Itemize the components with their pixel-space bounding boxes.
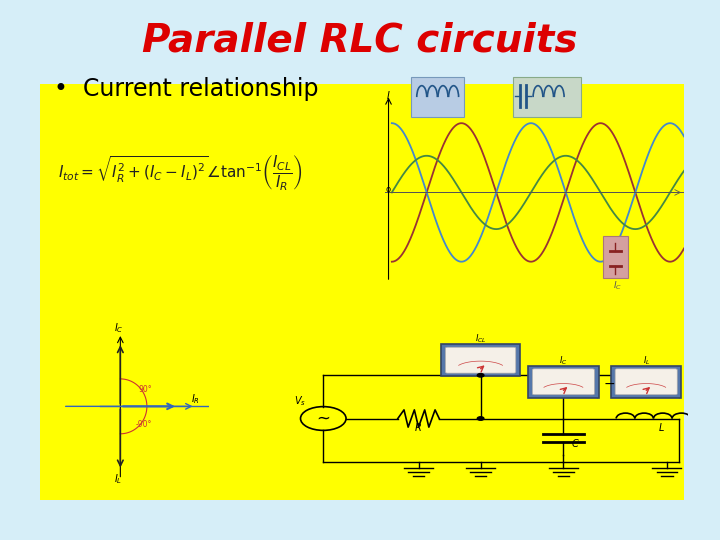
Text: ~: ~ bbox=[316, 409, 330, 428]
Text: •  Current relationship: • Current relationship bbox=[54, 77, 318, 101]
Text: $I_{tot} = \sqrt{I_R^2 + (I_C - I_L)^2}\angle\tan^{-1}\!\left(\dfrac{I_{CL}}{I_R: $I_{tot} = \sqrt{I_R^2 + (I_C - I_L)^2}\… bbox=[58, 153, 302, 192]
Text: o: o bbox=[386, 185, 391, 194]
FancyBboxPatch shape bbox=[611, 366, 681, 398]
Text: $I_{CL}$: $I_{CL}$ bbox=[475, 333, 486, 345]
Text: $I_L$: $I_L$ bbox=[114, 472, 122, 485]
Text: C: C bbox=[572, 438, 578, 449]
Circle shape bbox=[477, 374, 484, 377]
FancyBboxPatch shape bbox=[532, 369, 595, 395]
Text: -90°: -90° bbox=[136, 420, 152, 429]
Text: $I_R$: $I_R$ bbox=[191, 393, 200, 407]
Text: $I_C$: $I_C$ bbox=[114, 321, 123, 335]
Text: $I_C$: $I_C$ bbox=[613, 280, 622, 292]
Text: $I$: $I$ bbox=[387, 89, 391, 101]
Text: $-$: $-$ bbox=[603, 376, 615, 390]
FancyBboxPatch shape bbox=[410, 77, 464, 118]
FancyBboxPatch shape bbox=[441, 344, 520, 376]
Text: R: R bbox=[415, 423, 422, 434]
Text: Parallel RLC circuits: Parallel RLC circuits bbox=[143, 22, 577, 59]
Text: $I_C$: $I_C$ bbox=[559, 354, 567, 367]
FancyBboxPatch shape bbox=[615, 369, 678, 395]
Text: L: L bbox=[659, 423, 664, 434]
Text: 90°: 90° bbox=[139, 384, 153, 394]
FancyBboxPatch shape bbox=[40, 84, 684, 500]
FancyBboxPatch shape bbox=[513, 77, 581, 118]
FancyBboxPatch shape bbox=[528, 366, 598, 398]
Text: $V_s$: $V_s$ bbox=[294, 394, 306, 408]
Text: $I_{CL}$: $I_{CL}$ bbox=[536, 84, 548, 97]
Text: $I_L$: $I_L$ bbox=[416, 84, 424, 97]
Circle shape bbox=[477, 417, 484, 420]
Text: $I_L$: $I_L$ bbox=[642, 354, 650, 367]
FancyBboxPatch shape bbox=[446, 347, 516, 373]
FancyBboxPatch shape bbox=[603, 235, 628, 278]
